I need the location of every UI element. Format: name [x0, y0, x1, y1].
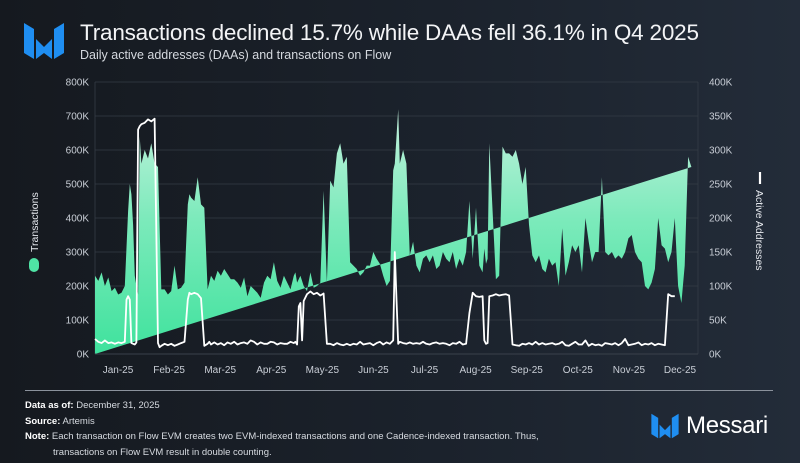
x-axis-tick-label: Feb-25: [153, 365, 185, 376]
right-axis-tick-label: 150K: [709, 248, 733, 259]
data-as-of: Data as of: December 31, 2025: [25, 400, 160, 411]
x-axis-tick-label: Aug-25: [460, 365, 493, 376]
right-axis-tick-label: 50K: [709, 316, 727, 327]
legend-transactions-swatch: [29, 258, 39, 272]
left-axis-tick-label: 800K: [66, 78, 90, 89]
chart-subtitle: Daily active addresses (DAAs) and transa…: [80, 48, 392, 62]
left-axis-tick-label: 700K: [66, 112, 90, 123]
messari-wordmark: Messari: [686, 412, 768, 439]
left-axis-tick-label: 600K: [66, 146, 90, 157]
x-axis-tick-label: Dec-25: [664, 365, 697, 376]
messari-brand: Messari: [650, 408, 768, 444]
messari-logo-icon: [24, 23, 64, 59]
legend-active-addresses: Active Addresses: [753, 172, 765, 271]
messari-brand-logo-icon: [651, 413, 679, 439]
left-axis-tick-label: 400K: [66, 214, 90, 225]
right-axis-tick-label: 400K: [709, 78, 733, 89]
note: Note: Each transaction on Flow EVM creat…: [25, 431, 539, 458]
legend-active-addresses-label: Active Addresses: [753, 190, 765, 271]
right-axis-tick-label: 100K: [709, 282, 733, 293]
right-axis-tick-label: 350K: [709, 112, 733, 123]
right-axis-tick-label: 300K: [709, 146, 733, 157]
x-axis-tick-label: Nov-25: [613, 365, 646, 376]
left-axis-tick-label: 300K: [66, 248, 90, 259]
x-axis-tick-label: Jun-25: [358, 365, 389, 376]
x-axis-tick-label: May-25: [306, 365, 340, 376]
right-axis-ticks: 0K 50K 100K 150K 200K 250K 300K 350K 400K: [709, 78, 733, 361]
right-axis-tick-label: 250K: [709, 180, 733, 191]
footer-divider: [25, 390, 773, 391]
left-axis-tick-label: 100K: [66, 316, 90, 327]
x-axis-tick-label: Apr-25: [256, 365, 286, 376]
x-axis-tick-label: Jul-25: [411, 365, 439, 376]
x-axis-tick-label: Sep-25: [511, 365, 544, 376]
legend-transactions: Transactions: [29, 192, 41, 272]
transactions-area: [95, 109, 692, 354]
x-axis-tick-label: Mar-25: [204, 365, 236, 376]
left-axis-tick-label: 0K: [77, 350, 90, 361]
x-axis-ticks: Jan-25 Feb-25 Mar-25 Apr-25 May-25 Jun-25 Jul-…: [103, 365, 697, 376]
left-axis-tick-label: 200K: [66, 282, 90, 293]
right-axis-tick-label: 200K: [709, 214, 733, 225]
x-axis-tick-label: Oct-25: [563, 365, 593, 376]
x-axis-tick-label: Jan-25: [103, 365, 134, 376]
active-addresses-line: [94, 117, 675, 349]
left-axis-tick-label: 500K: [66, 180, 90, 191]
footer-notes: Data as of: December 31, 2025 Source: Ar…: [25, 398, 539, 460]
source: Source: Artemis: [25, 415, 95, 427]
left-axis-ticks: 0K 100K 200K 300K 400K 500K 600K 700K 800K: [66, 78, 90, 361]
legend-transactions-label: Transactions: [29, 192, 41, 252]
right-axis-tick-label: 0K: [709, 350, 722, 361]
chart-title: Transactions declined 15.7% while DAAs f…: [80, 20, 699, 45]
